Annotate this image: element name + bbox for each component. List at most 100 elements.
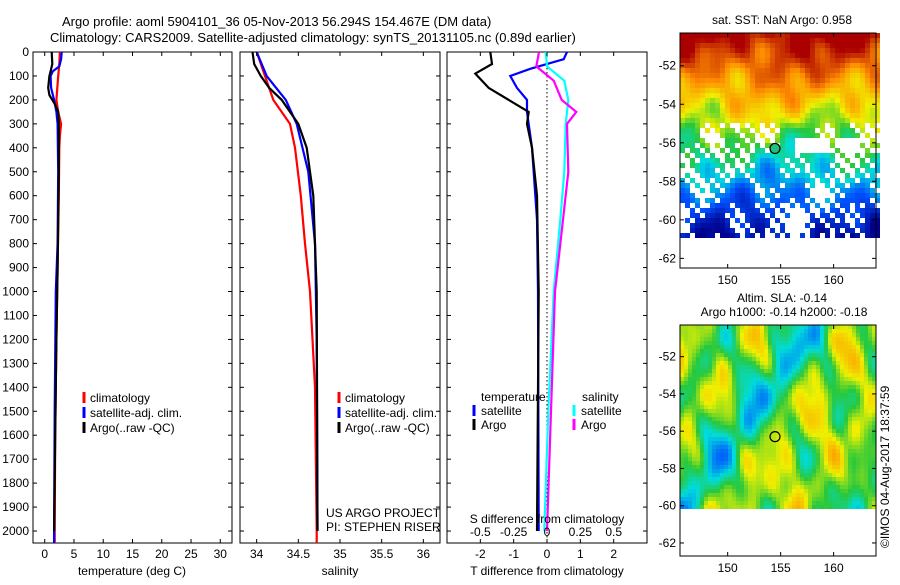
map-cell — [708, 445, 712, 449]
map-cell — [830, 33, 835, 38]
map-cell — [756, 345, 760, 349]
map-cell — [828, 333, 832, 337]
map-cell — [825, 108, 830, 113]
x-tick-label: 35 — [333, 547, 347, 561]
map-cell — [815, 233, 820, 238]
map-cell — [816, 333, 820, 337]
map-cell — [735, 173, 740, 178]
zero-line-dot — [546, 240, 548, 242]
map-cell — [852, 325, 856, 329]
map-cell — [680, 118, 685, 123]
map-cell — [812, 385, 816, 389]
map-cell — [820, 369, 824, 373]
map-cell — [728, 405, 732, 409]
map-cell — [740, 83, 745, 88]
map-cell — [796, 489, 800, 493]
map-cell — [740, 481, 744, 485]
map-cell — [685, 63, 690, 68]
map-cell — [720, 128, 725, 133]
map-cell — [815, 98, 820, 103]
map-cell — [825, 163, 830, 168]
map-cell — [724, 329, 728, 333]
map-cell — [740, 409, 744, 413]
map-cell — [764, 381, 768, 385]
map-cell — [864, 389, 868, 393]
map-cell — [720, 43, 725, 48]
map-cell — [780, 389, 784, 393]
map-cell — [852, 441, 856, 445]
map-cell — [772, 353, 776, 357]
map-cell — [770, 168, 775, 173]
map-cell — [764, 349, 768, 353]
map-cell — [840, 345, 844, 349]
annotation-pi: PI: STEPHEN RISER — [326, 520, 441, 534]
map-cell — [696, 401, 700, 405]
map-cell — [828, 385, 832, 389]
map-cell — [756, 457, 760, 461]
map-cell — [695, 93, 700, 98]
zero-line-dot — [546, 228, 548, 230]
map-cell — [875, 183, 880, 188]
map-cell — [828, 485, 832, 489]
map-cell — [755, 163, 760, 168]
map-cell — [805, 48, 810, 53]
map-cell — [860, 409, 864, 413]
map-cell — [712, 397, 716, 401]
map-cell — [820, 213, 825, 218]
map-cell — [696, 337, 700, 341]
map-cell — [740, 497, 744, 501]
map-cell — [796, 449, 800, 453]
map-cell — [712, 369, 716, 373]
map-cell — [730, 83, 735, 88]
map-cell — [756, 505, 760, 509]
map-cell — [815, 158, 820, 163]
map-cell — [790, 153, 795, 158]
map-cell — [725, 153, 730, 158]
map-cell — [860, 397, 864, 401]
map-cell — [760, 377, 764, 381]
map-cell — [855, 88, 860, 93]
map-cell — [815, 58, 820, 63]
map-cell — [800, 345, 804, 349]
map-cell — [780, 133, 785, 138]
zero-line-dot — [546, 352, 548, 354]
map-cell — [824, 465, 828, 469]
map-cell — [870, 153, 875, 158]
map-cell — [744, 425, 748, 429]
map-cell — [696, 405, 700, 409]
map-cell — [772, 385, 776, 389]
map-cell — [844, 461, 848, 465]
map-cell — [680, 333, 684, 337]
map-cell — [696, 449, 700, 453]
map-cell — [752, 485, 756, 489]
map-cell — [724, 337, 728, 341]
map-cell — [820, 405, 824, 409]
map-cell — [865, 203, 870, 208]
map-cell — [715, 88, 720, 93]
map-cell — [752, 349, 756, 353]
map-cell — [724, 397, 728, 401]
map-cell — [732, 353, 736, 357]
map-cell — [764, 477, 768, 481]
map-cell — [780, 73, 785, 78]
map-cell — [835, 63, 840, 68]
zero-line-dot — [546, 96, 548, 98]
map-cell — [736, 429, 740, 433]
map-cell — [810, 128, 815, 133]
map-cell — [824, 353, 828, 357]
map-cell — [776, 501, 780, 505]
map-cell — [764, 401, 768, 405]
map-cell — [725, 48, 730, 53]
map-cell — [740, 78, 745, 83]
map-cell — [752, 497, 756, 501]
map-cell — [785, 73, 790, 78]
map-cell — [825, 168, 830, 173]
map-cell — [755, 73, 760, 78]
map-cell — [844, 465, 848, 469]
map-cell — [825, 93, 830, 98]
map-cell — [716, 453, 720, 457]
map-cell — [730, 113, 735, 118]
map-cell — [832, 337, 836, 341]
map-cell — [684, 401, 688, 405]
map-cell — [736, 361, 740, 365]
